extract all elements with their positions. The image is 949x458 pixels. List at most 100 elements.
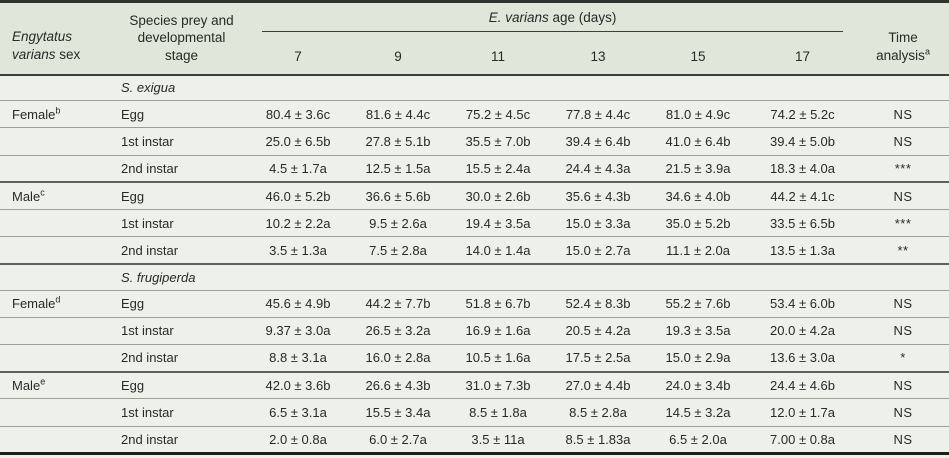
table-row: 1st instar 10.2 ± 2.2a 9.5 ± 2.6a 19.4 ±… bbox=[0, 209, 949, 237]
col-header-sex: Engytatus varians sex bbox=[0, 1, 115, 76]
value-cell: 35.0 ± 5.2b bbox=[648, 209, 748, 237]
stage-cell: 1st instar bbox=[115, 209, 248, 237]
sex-cell bbox=[0, 344, 115, 372]
value-cell: 16.9 ± 1.6a bbox=[448, 316, 548, 345]
value-cell: 7.5 ± 2.8a bbox=[348, 236, 448, 264]
value-cell: 21.5 ± 3.9a bbox=[648, 154, 748, 183]
empty-cell bbox=[0, 262, 115, 291]
value-cell: 24.4 ± 4.3a bbox=[548, 154, 648, 183]
value-cell: 12.0 ± 1.7a bbox=[748, 398, 858, 427]
value-cell: 8.5 ± 1.83a bbox=[548, 425, 648, 454]
value-cell: 15.5 ± 3.4a bbox=[348, 398, 448, 427]
value-cell: 15.5 ± 2.4a bbox=[448, 154, 548, 183]
value-cell: 4.5 ± 1.7a bbox=[248, 154, 348, 183]
stage-cell: Egg bbox=[115, 100, 248, 128]
sex-cell bbox=[0, 127, 115, 156]
value-cell: 27.0 ± 4.4b bbox=[548, 370, 648, 399]
table-row: 1st instar 9.37 ± 3.0a 26.5 ± 3.2a 16.9 … bbox=[0, 316, 949, 345]
value-cell: 44.2 ± 7.7b bbox=[348, 289, 448, 318]
value-cell: 3.5 ± 1.3a bbox=[248, 236, 348, 264]
time-analysis-cell: NS bbox=[857, 181, 949, 210]
time-analysis-cell: ** bbox=[857, 236, 949, 264]
value-cell: 8.8 ± 3.1a bbox=[248, 344, 348, 372]
table-row: Femaled Egg 45.6 ± 4.9b 44.2 ± 7.7b 51.8… bbox=[0, 289, 949, 318]
time-analysis-cell: NS bbox=[857, 370, 949, 399]
table-row: 1st instar 6.5 ± 3.1a 15.5 ± 3.4a 8.5 ± … bbox=[0, 398, 949, 427]
value-cell: 19.4 ± 3.5a bbox=[448, 209, 548, 237]
value-cell: 20.0 ± 4.2a bbox=[748, 316, 858, 345]
time-analysis-label: Time analysis bbox=[876, 30, 925, 63]
stage-cell: Egg bbox=[115, 181, 248, 210]
col-header-species: Species prey and developmental stage bbox=[115, 1, 248, 76]
age-col-header: 17 bbox=[748, 34, 858, 76]
sex-cell: Femaleb bbox=[0, 100, 115, 128]
sex-cell bbox=[0, 316, 115, 345]
value-cell: 12.5 ± 1.5a bbox=[348, 154, 448, 183]
value-cell: 15.0 ± 3.3a bbox=[548, 209, 648, 237]
value-cell: 42.0 ± 3.6b bbox=[248, 370, 348, 399]
col-header-age-span: E. varians age (days) bbox=[248, 1, 858, 35]
time-analysis-cell: NS bbox=[857, 425, 949, 454]
value-cell: 81.6 ± 4.4c bbox=[348, 100, 448, 128]
time-analysis-cell: *** bbox=[857, 209, 949, 237]
stage-cell: Egg bbox=[115, 289, 248, 318]
empty-cell bbox=[0, 75, 115, 101]
age-col-header: 11 bbox=[448, 34, 548, 76]
table-row: 2nd instar 8.8 ± 3.1a 16.0 ± 2.8a 10.5 ±… bbox=[0, 344, 949, 372]
header-row-span: Engytatus varians sex Species prey and d… bbox=[0, 1, 949, 76]
stage-cell: 2nd instar bbox=[115, 154, 248, 183]
value-cell: 35.6 ± 4.3b bbox=[548, 181, 648, 210]
sex-footnote: d bbox=[55, 294, 61, 305]
value-cell: 6.5 ± 3.1a bbox=[248, 398, 348, 427]
stage-cell: Egg bbox=[115, 370, 248, 399]
age-span-underline: E. varians age (days) bbox=[262, 10, 844, 32]
value-cell: 3.5 ± 11a bbox=[448, 425, 548, 454]
sex-footnote: b bbox=[55, 105, 61, 116]
value-cell: 51.8 ± 6.7b bbox=[448, 289, 548, 318]
value-cell: 13.5 ± 1.3a bbox=[748, 236, 858, 264]
value-cell: 34.6 ± 4.0b bbox=[648, 181, 748, 210]
value-cell: 15.0 ± 2.7a bbox=[548, 236, 648, 264]
value-cell: 17.5 ± 2.5a bbox=[548, 344, 648, 372]
stage-cell: 1st instar bbox=[115, 127, 248, 156]
sex-cell bbox=[0, 209, 115, 237]
stage-cell: 1st instar bbox=[115, 316, 248, 345]
value-cell: 75.2 ± 4.5c bbox=[448, 100, 548, 128]
value-cell: 10.5 ± 1.6a bbox=[448, 344, 548, 372]
value-cell: 33.5 ± 6.5b bbox=[748, 209, 858, 237]
value-cell: 77.8 ± 4.4c bbox=[548, 100, 648, 128]
time-analysis-cell: NS bbox=[857, 100, 949, 128]
value-cell: 80.4 ± 3.6c bbox=[248, 100, 348, 128]
value-cell: 26.5 ± 3.2a bbox=[348, 316, 448, 345]
sex-cell bbox=[0, 425, 115, 454]
table-row: Malec Egg 46.0 ± 5.2b 36.6 ± 5.6b 30.0 ±… bbox=[0, 181, 949, 210]
value-cell: 45.6 ± 4.9b bbox=[248, 289, 348, 318]
value-cell: 39.4 ± 6.4b bbox=[548, 127, 648, 156]
sex-cell bbox=[0, 154, 115, 183]
sex-cell: Femaled bbox=[0, 289, 115, 318]
value-cell: 39.4 ± 5.0b bbox=[748, 127, 858, 156]
value-cell: 26.6 ± 4.3b bbox=[348, 370, 448, 399]
age-span-rest: age (days) bbox=[552, 10, 617, 25]
section-row-frugiperda: S. frugiperda bbox=[0, 262, 949, 291]
value-cell: 15.0 ± 2.9a bbox=[648, 344, 748, 372]
time-analysis-cell: NS bbox=[857, 289, 949, 318]
value-cell: 8.5 ± 1.8a bbox=[448, 398, 548, 427]
value-cell: 10.2 ± 2.2a bbox=[248, 209, 348, 237]
section-row-exigua: S. exigua bbox=[0, 75, 949, 101]
sex-footnote: c bbox=[40, 187, 45, 198]
value-cell: 14.5 ± 3.2a bbox=[648, 398, 748, 427]
sex-header-rest: sex bbox=[59, 47, 81, 63]
sex-footnote: e bbox=[40, 376, 46, 387]
stage-cell: 2nd instar bbox=[115, 344, 248, 372]
time-analysis-cell: NS bbox=[857, 127, 949, 156]
age-col-header: 15 bbox=[648, 34, 748, 76]
species-section-label: S. frugiperda bbox=[115, 262, 248, 291]
table-row: Femaleb Egg 80.4 ± 3.6c 81.6 ± 4.4c 75.2… bbox=[0, 100, 949, 128]
value-cell: 8.5 ± 2.8a bbox=[548, 398, 648, 427]
value-cell: 46.0 ± 5.2b bbox=[248, 181, 348, 210]
species-section-label: S. exigua bbox=[121, 80, 176, 96]
value-cell: 55.2 ± 7.6b bbox=[648, 289, 748, 318]
